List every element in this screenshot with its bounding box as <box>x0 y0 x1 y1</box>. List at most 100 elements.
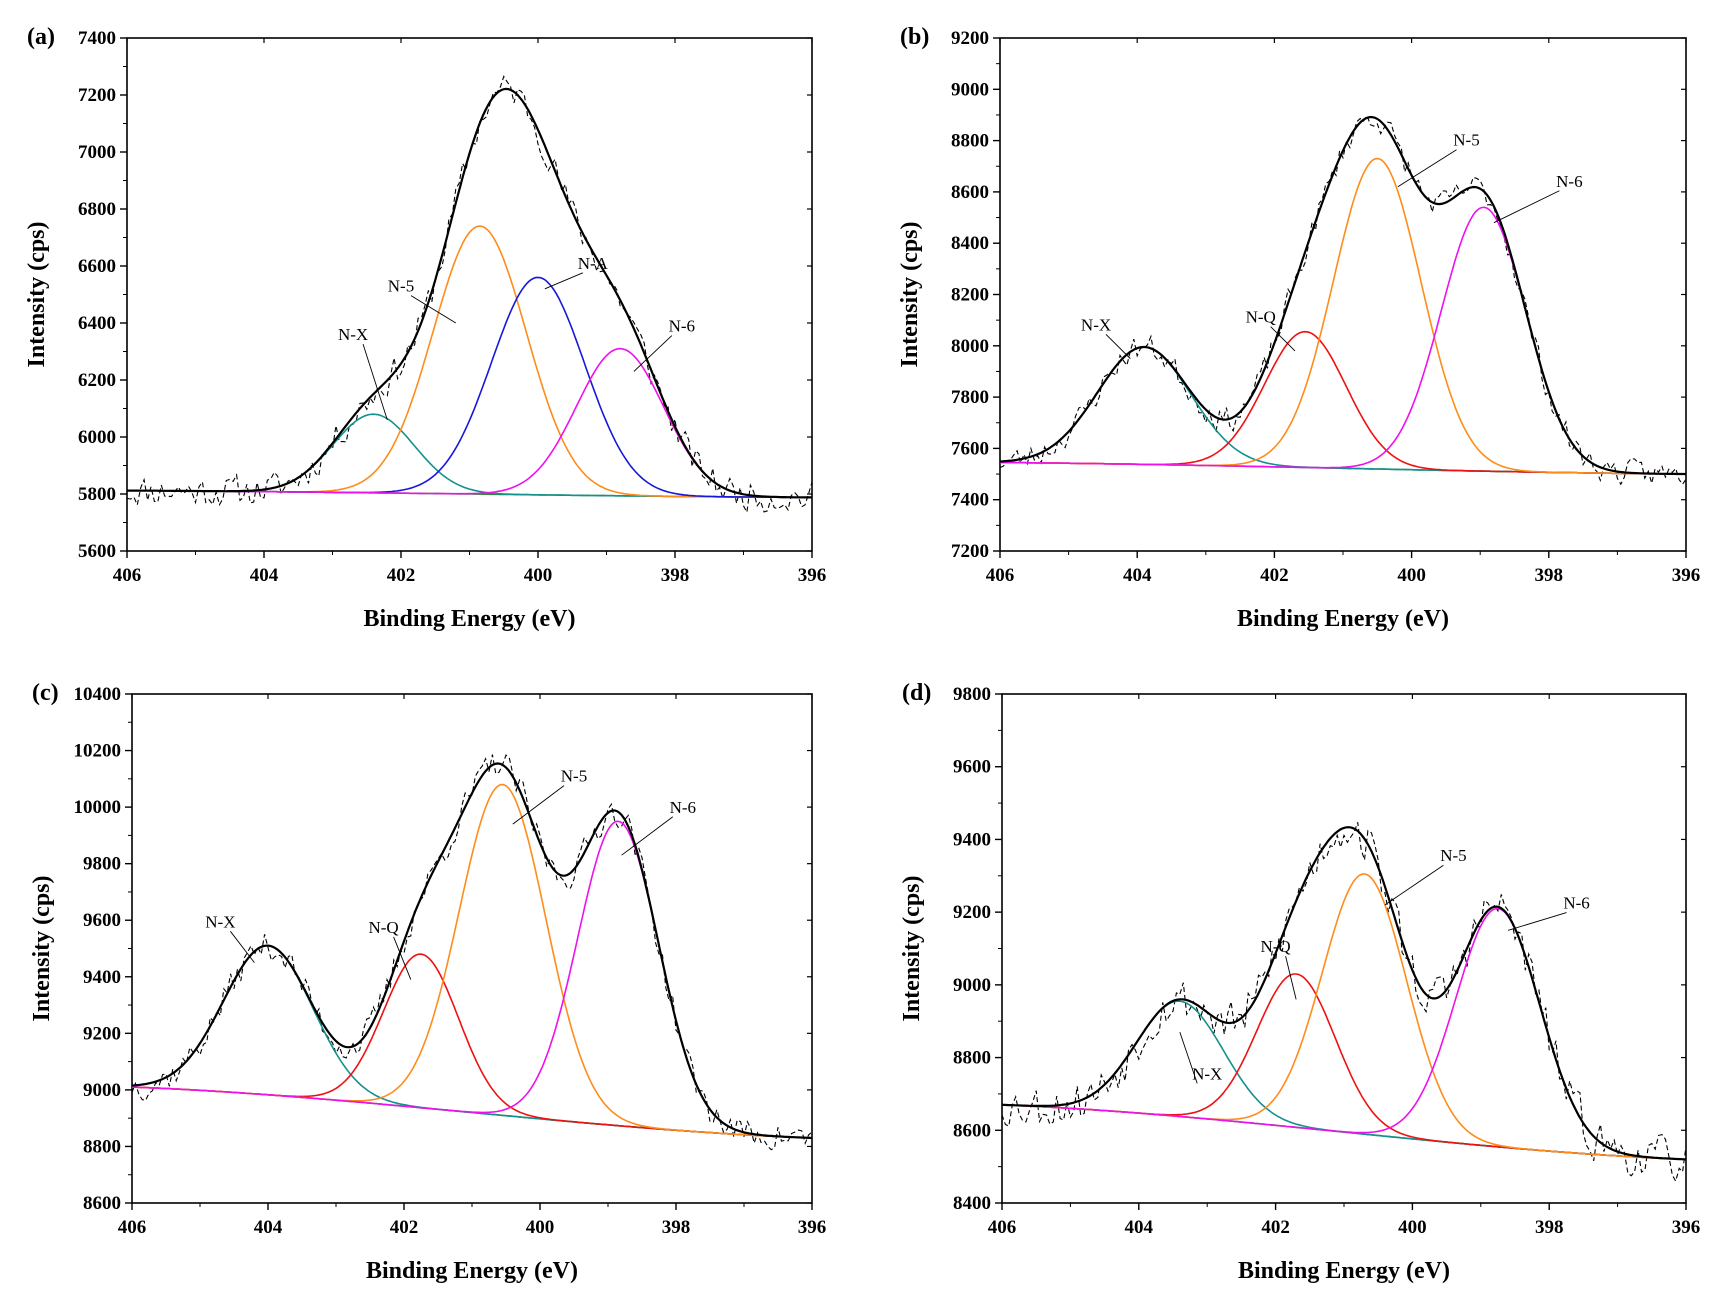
annotation-label-n-5: N-5 <box>388 277 414 296</box>
chart-panel-a: 406 404 402 400 398 396 5600 5800 6000 6200 6400 66… <box>24 24 826 632</box>
x-tick-label: 400 <box>524 565 553 586</box>
y-tick-label: 5800 <box>78 484 116 505</box>
raw-data-series <box>127 75 812 514</box>
y-tick-label: 9400 <box>953 829 991 850</box>
annotation-label-n-6: N-6 <box>1556 172 1582 191</box>
x-tick-label: 406 <box>118 1217 147 1238</box>
annotation-label-n-a: N-A <box>578 254 609 273</box>
x-tick-label: 396 <box>1672 565 1701 586</box>
y-tick-label: 8000 <box>951 336 989 357</box>
y-tick-label: 7800 <box>951 387 989 408</box>
annotation-label-n-6: N-6 <box>669 317 695 336</box>
annotation-leader <box>512 785 565 825</box>
y-tick-label: 8600 <box>83 1193 121 1214</box>
annotation-leader <box>633 335 673 372</box>
y-tick-label: 6800 <box>78 199 116 220</box>
x-tick-label: 396 <box>798 1217 827 1238</box>
annotation-label-n-6: N-6 <box>1563 894 1589 913</box>
fit-envelope-series <box>1000 115 1686 476</box>
y-tick-label: 8400 <box>951 233 989 254</box>
y-tick-label: 9000 <box>951 79 989 100</box>
peak-n-5-series <box>127 225 812 499</box>
chart-panel-c: 406 404 402 400 398 396 8600 8800 9000 9200 9400 96… <box>29 680 826 1284</box>
plot-area <box>1002 822 1686 1183</box>
peak-n-x-series <box>1002 1000 1686 1161</box>
annotation-label-n-x: N-X <box>205 912 235 931</box>
chart-panel-b: 406 404 402 400 398 396 7200 7400 7600 7800 8000 82… <box>897 24 1700 632</box>
y-tick-label: 10400 <box>74 684 122 705</box>
y-tick-label: 8600 <box>953 1120 991 1141</box>
y-tick-label: 10000 <box>74 797 122 818</box>
panel-label: (a) <box>27 24 55 50</box>
annotation-leader <box>1397 149 1457 188</box>
annotation-leader <box>1508 912 1567 931</box>
peak-n-5-series <box>132 783 812 1139</box>
annotation-leader <box>1179 1031 1198 1084</box>
y-tick-label: 8400 <box>953 1193 991 1214</box>
y-tick-label: 9000 <box>83 1080 121 1101</box>
y-tick-label: 7000 <box>78 142 116 163</box>
fit-envelope-series <box>1002 826 1686 1161</box>
y-tick-label: 7400 <box>78 28 116 49</box>
fit-envelope-series <box>127 87 812 499</box>
y-tick-label: 9200 <box>953 902 991 923</box>
annotation-leader <box>544 272 583 290</box>
x-tick-label: 398 <box>1535 565 1564 586</box>
y-tick-label: 6200 <box>78 370 116 391</box>
x-tick-label: 406 <box>988 1217 1017 1238</box>
plot-frame <box>131 693 813 1204</box>
x-axis: 406 404 402 400 398 396 <box>113 38 827 586</box>
plot-frame <box>1001 693 1687 1204</box>
annotation-label-n-q: N-Q <box>368 918 398 937</box>
x-tick-label: 398 <box>661 565 690 586</box>
y-tick-label: 7400 <box>951 490 989 511</box>
annotation-leader <box>1384 864 1444 906</box>
annotation-leader <box>230 931 255 963</box>
x-tick-label: 406 <box>113 565 142 586</box>
plot-frame <box>126 37 813 552</box>
y-tick-label: 8600 <box>951 182 989 203</box>
y-axis-title: Intensity (cps) <box>899 875 925 1021</box>
y-tick-label: 6600 <box>78 256 116 277</box>
annotation-label-n-q: N-Q <box>1260 937 1290 956</box>
panel-label: (d) <box>902 680 931 706</box>
y-tick-label: 9200 <box>83 1023 121 1044</box>
annotation-label-n-5: N-5 <box>1453 131 1479 150</box>
y-axis: 8600 8800 9000 9200 9400 9600 9800 10000 10200 10… <box>74 684 812 1214</box>
peak-n-5-series <box>1002 873 1686 1161</box>
raw-data-series <box>1000 114 1686 486</box>
annotation-label-n-5: N-5 <box>1440 846 1466 865</box>
peak-n-a-series <box>127 276 812 499</box>
x-tick-label: 402 <box>1261 1217 1290 1238</box>
y-tick-label: 8800 <box>953 1048 991 1069</box>
y-tick-label: 9800 <box>953 684 991 705</box>
peak-n-6-series <box>127 347 812 499</box>
y-tick-label: 9800 <box>83 854 121 875</box>
y-tick-label: 9600 <box>83 910 121 931</box>
x-axis: 406 404 402 400 398 396 <box>118 694 827 1238</box>
x-tick-label: 396 <box>798 565 827 586</box>
plot-area <box>132 754 812 1151</box>
panel-label: (c) <box>32 680 59 706</box>
x-tick-label: 402 <box>390 1217 419 1238</box>
fit-envelope-series <box>132 762 812 1140</box>
annotation-leader <box>1105 334 1131 359</box>
x-axis-title: Binding Energy (eV) <box>1237 606 1449 632</box>
x-tick-label: 404 <box>254 1217 283 1238</box>
y-axis: 7200 7400 7600 7800 8000 8200 8400 8600 8800 9000… <box>951 28 1686 562</box>
x-axis-title: Binding Energy (eV) <box>1238 1258 1450 1284</box>
annotation-label-n-6: N-6 <box>670 798 696 817</box>
x-tick-label: 402 <box>387 565 416 586</box>
x-tick-label: 398 <box>1535 1217 1564 1238</box>
annotation-label-n-x: N-X <box>1192 1064 1222 1083</box>
y-axis-title: Intensity (cps) <box>897 221 923 367</box>
x-tick-label: 402 <box>1260 565 1289 586</box>
y-tick-label: 9000 <box>953 975 991 996</box>
y-tick-label: 9400 <box>83 967 121 988</box>
peak-n-q-series <box>1000 330 1686 475</box>
annotation-label-n-x: N-X <box>338 325 368 344</box>
annotation-leader <box>1493 190 1560 224</box>
raw-data-series <box>132 754 812 1151</box>
peak-n-6-series <box>1000 206 1686 475</box>
